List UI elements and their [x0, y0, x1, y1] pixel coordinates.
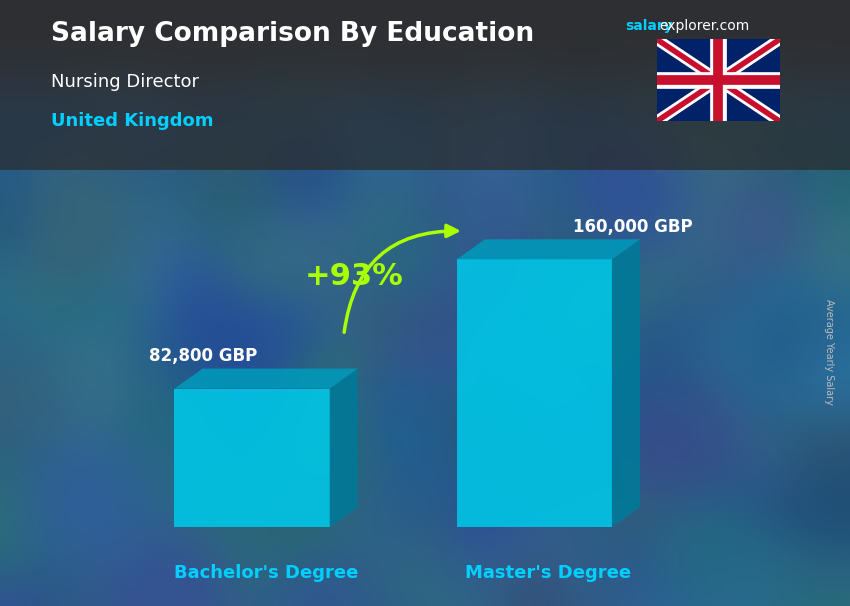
Text: Salary Comparison By Education: Salary Comparison By Education [51, 21, 534, 47]
Polygon shape [657, 39, 779, 121]
Text: Nursing Director: Nursing Director [51, 73, 199, 91]
Text: Master's Degree: Master's Degree [465, 564, 632, 582]
Text: salary: salary [625, 19, 672, 33]
Polygon shape [456, 259, 612, 527]
Polygon shape [0, 0, 850, 170]
Polygon shape [456, 239, 640, 259]
Polygon shape [174, 368, 358, 388]
Text: United Kingdom: United Kingdom [51, 112, 213, 130]
Text: Bachelor's Degree: Bachelor's Degree [174, 564, 359, 582]
Text: +93%: +93% [305, 262, 404, 291]
Polygon shape [612, 239, 640, 527]
Text: explorer.com: explorer.com [659, 19, 749, 33]
Polygon shape [174, 388, 330, 527]
Text: 160,000 GBP: 160,000 GBP [573, 218, 693, 236]
Polygon shape [330, 368, 358, 527]
Text: Average Yearly Salary: Average Yearly Salary [824, 299, 834, 404]
Text: 82,800 GBP: 82,800 GBP [149, 347, 257, 365]
